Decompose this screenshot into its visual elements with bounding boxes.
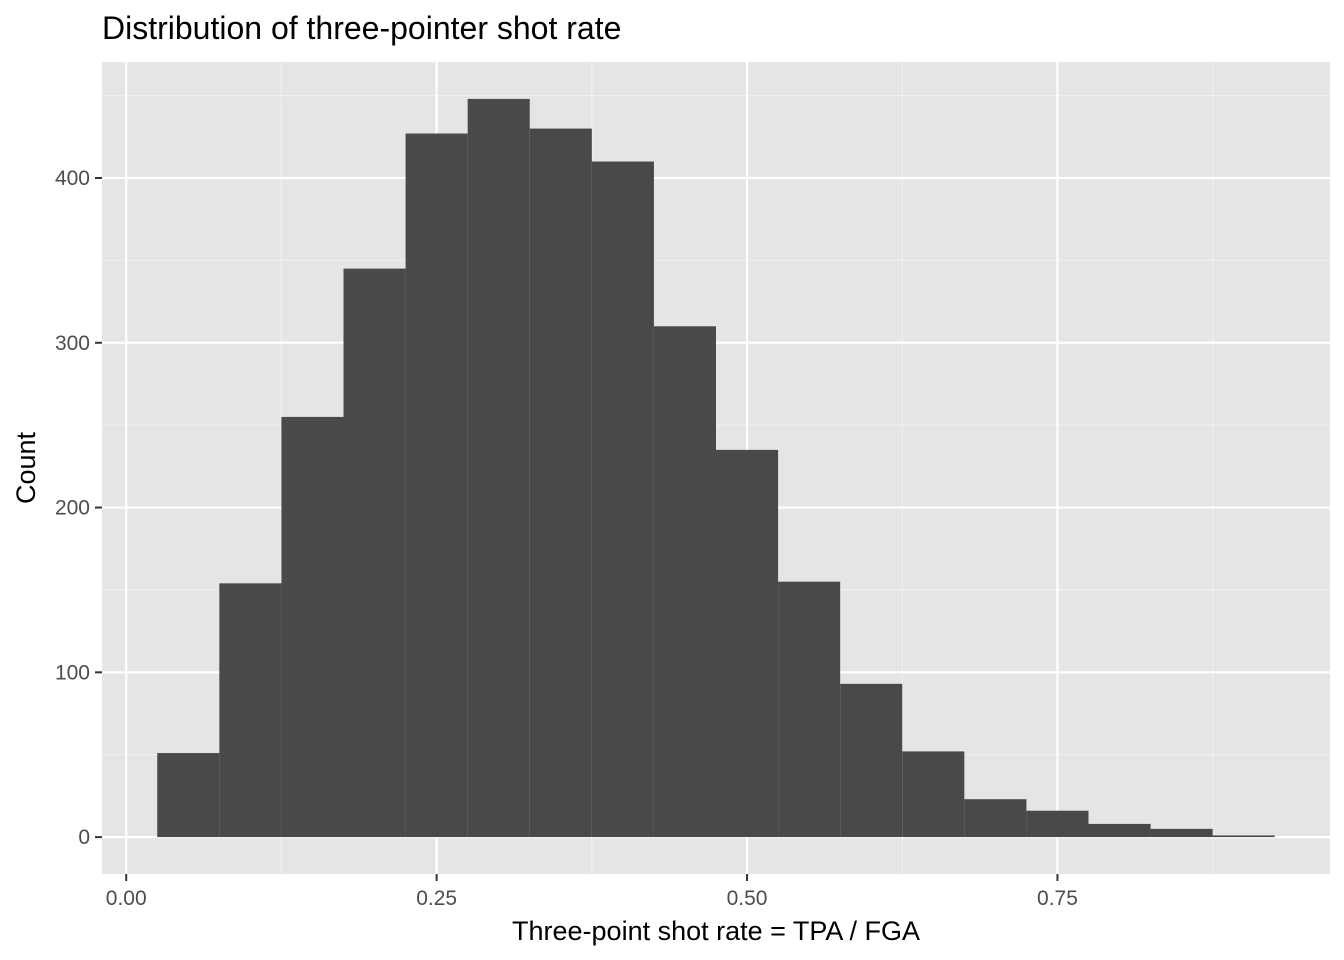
histogram-bar bbox=[343, 268, 406, 838]
histogram-bar bbox=[405, 133, 468, 838]
chart-title: Distribution of three-pointer shot rate bbox=[102, 10, 621, 46]
y-tick-label: 300 bbox=[55, 332, 90, 355]
histogram-bar bbox=[1150, 828, 1213, 838]
y-tick-label: 200 bbox=[55, 497, 90, 520]
histogram-bar bbox=[467, 98, 530, 838]
histogram-bar bbox=[840, 683, 903, 838]
histogram-bar bbox=[778, 581, 841, 838]
y-tick-label: 400 bbox=[55, 167, 90, 190]
histogram-bar bbox=[1212, 835, 1275, 838]
x-tick-label: 0.50 bbox=[727, 887, 768, 910]
histogram-bar bbox=[902, 751, 965, 838]
histogram-bar bbox=[1026, 810, 1089, 838]
y-tick-label: 100 bbox=[55, 661, 90, 684]
histogram-bar bbox=[281, 416, 344, 838]
histogram-bars bbox=[157, 98, 1275, 838]
histogram-bar bbox=[716, 449, 779, 838]
x-axis-title: Three-point shot rate = TPA / FGA bbox=[512, 916, 920, 946]
x-tick-label: 0.00 bbox=[106, 887, 147, 910]
x-tick-label: 0.25 bbox=[416, 887, 457, 910]
x-axis: 0.00 0.25 0.50 0.75 bbox=[106, 874, 1078, 910]
x-tick-label: 0.75 bbox=[1037, 887, 1078, 910]
histogram-bar bbox=[529, 128, 592, 838]
y-axis: 0 100 200 300 400 bbox=[55, 167, 102, 849]
histogram-bar bbox=[591, 161, 654, 838]
histogram-bar bbox=[653, 326, 716, 838]
histogram-bar bbox=[964, 799, 1027, 838]
y-axis-title: Count bbox=[11, 431, 41, 504]
histogram-bar bbox=[1088, 823, 1151, 838]
histogram-bar bbox=[157, 753, 220, 838]
y-tick-label: 0 bbox=[78, 826, 90, 849]
histogram-bar bbox=[219, 583, 282, 838]
